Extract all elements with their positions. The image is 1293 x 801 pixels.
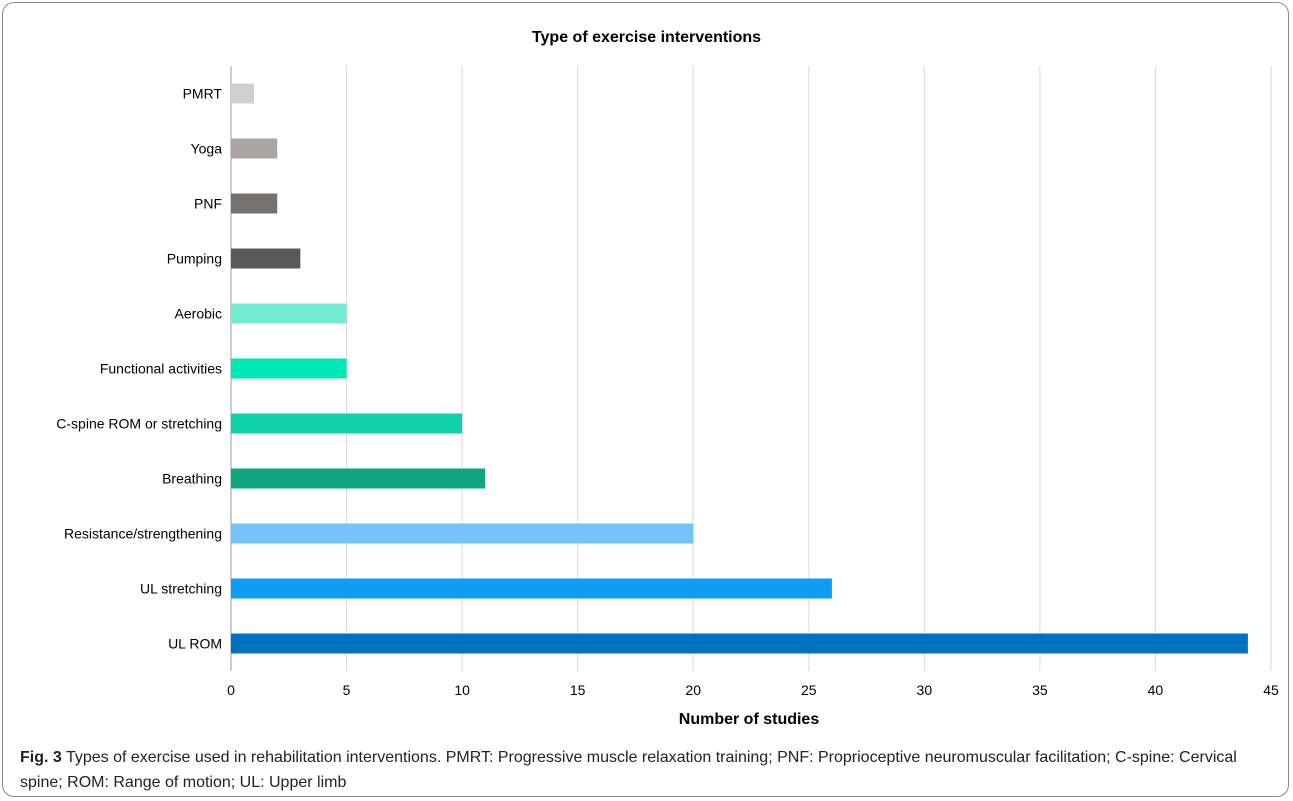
category-label: Aerobic [175, 306, 222, 322]
x-axis-label: Number of studies [679, 711, 820, 728]
category-label: Yoga [191, 141, 223, 157]
caption-figure-label: Fig. 3 [20, 749, 62, 766]
bar-c-spine-rom-or-stretching [231, 413, 463, 434]
bar-ul-rom [231, 633, 1248, 654]
category-label: Pumping [167, 251, 222, 267]
x-tick-label: 5 [343, 682, 351, 698]
x-tick-label: 0 [227, 682, 235, 698]
bar-pmrt [231, 83, 255, 104]
bar-resistance-strengthening [231, 523, 694, 544]
x-tick-label: 30 [917, 682, 933, 698]
bar-chart: PMRT Yoga PNF Pumping Aerobic Functional acti… [56, 66, 1279, 728]
category-label: PMRT [183, 86, 223, 102]
x-tick-label: 20 [685, 682, 701, 698]
x-tick-labels: 0 5 10 15 20 25 30 35 40 45 [227, 682, 1279, 698]
chart-title: Type of exercise interventions [531, 29, 762, 46]
x-tick-label: 35 [1032, 682, 1048, 698]
caption-text: Types of exercise used in rehabilitation… [20, 749, 1237, 791]
bar-ul-stretching [231, 578, 832, 599]
bar-aerobic [231, 303, 347, 324]
bar-pnf [231, 193, 278, 214]
x-tick-label: 15 [570, 682, 586, 698]
x-tick-label: 45 [1263, 682, 1279, 698]
category-label: C-spine ROM or stretching [56, 416, 222, 432]
category-label: UL ROM [168, 636, 222, 652]
x-tick-label: 25 [801, 682, 817, 698]
x-tick-label: 10 [454, 682, 470, 698]
category-label: UL stretching [140, 581, 222, 597]
category-label: Breathing [162, 471, 222, 487]
bar-pumping [231, 248, 301, 269]
category-label: Functional activities [100, 361, 222, 377]
bar-functional-activities [231, 358, 347, 379]
figure-caption: Fig. 3 Types of exercise used in rehabil… [20, 745, 1270, 795]
category-label: Resistance/strengthening [64, 526, 222, 542]
category-label: PNF [194, 196, 222, 212]
category-labels: PMRT Yoga PNF Pumping Aerobic Functional acti… [56, 86, 222, 652]
bars [231, 83, 1248, 654]
bar-breathing [231, 468, 486, 489]
x-tick-label: 40 [1148, 682, 1164, 698]
bar-yoga [231, 138, 278, 159]
